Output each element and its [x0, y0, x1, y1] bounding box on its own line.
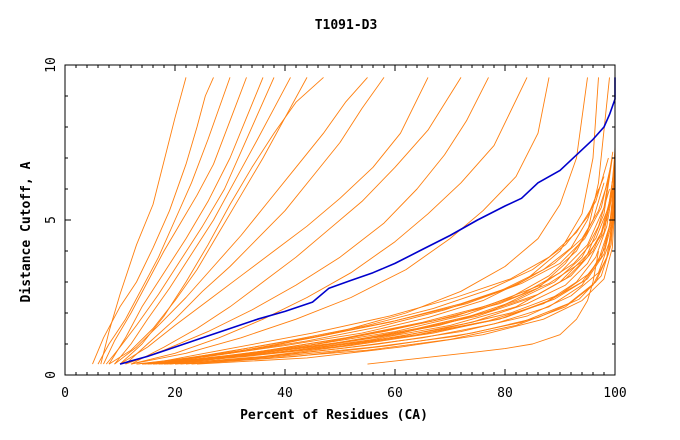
series-line-7 [114, 77, 291, 365]
series-line-43 [191, 195, 616, 365]
series-line-1 [92, 77, 214, 365]
series-line-17 [136, 77, 588, 365]
x-tick-label: 80 [497, 386, 513, 401]
series-line-25 [150, 188, 599, 365]
series-line-6 [105, 77, 275, 365]
series-line-3 [103, 77, 247, 365]
series-line-36 [152, 164, 612, 365]
series-line-44 [196, 201, 616, 365]
series-line-4 [100, 77, 187, 365]
series-line-13 [130, 77, 462, 365]
x-tick-label: 40 [277, 386, 293, 401]
series-line-11 [125, 77, 385, 365]
series-line-39 [180, 157, 616, 365]
series-line-38 [169, 151, 616, 365]
y-tick-label: 0 [44, 371, 59, 379]
series-line-22 [147, 188, 610, 365]
series-line-24 [152, 151, 614, 365]
axis-ticks: 0 20 40 60 80 100 0 5 10 [44, 57, 627, 401]
series-line-5 [108, 77, 264, 365]
y-tick-label: 5 [44, 216, 59, 224]
series-line-15 [130, 77, 528, 365]
x-tick-label: 0 [61, 386, 69, 401]
highlight-series-line [119, 77, 616, 365]
series-line-16 [130, 77, 550, 365]
chart-title: T1091-D3 [315, 18, 378, 33]
x-tick-label: 20 [167, 386, 183, 401]
highlight-series-group [119, 77, 616, 365]
x-tick-label: 60 [387, 386, 403, 401]
series-line-12 [119, 77, 429, 365]
series-line-20 [367, 250, 599, 365]
series-line-41 [174, 151, 616, 365]
series-line-8 [108, 77, 308, 365]
series-line-10 [114, 77, 368, 365]
series-line-42 [185, 188, 616, 365]
y-tick-label: 10 [44, 57, 59, 73]
series-line-14 [125, 77, 489, 365]
other-series-group [92, 77, 616, 365]
series-line-9 [119, 77, 324, 365]
series-line-32 [163, 164, 616, 365]
series-line-2 [97, 77, 231, 365]
y-axis-label: Distance Cutoff, A [19, 161, 34, 302]
x-tick-label: 100 [603, 386, 626, 401]
x-axis-label: Percent of Residues (CA) [240, 408, 428, 423]
series-line-18 [136, 77, 599, 365]
series-line-34 [161, 170, 615, 365]
series-line-33 [169, 157, 616, 365]
series-line-37 [147, 157, 609, 365]
series-line-28 [155, 176, 610, 365]
